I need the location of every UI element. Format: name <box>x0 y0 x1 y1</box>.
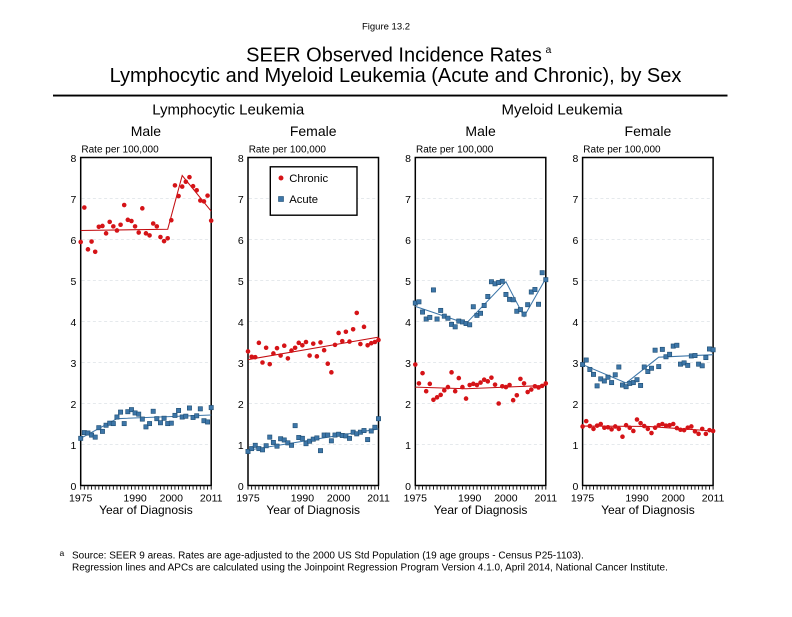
svg-text:Female: Female <box>625 123 672 139</box>
svg-text:1990: 1990 <box>625 493 649 505</box>
svg-text:Rate per 100,000: Rate per 100,000 <box>249 145 327 156</box>
svg-text:1990: 1990 <box>458 493 482 505</box>
svg-text:2: 2 <box>71 399 77 411</box>
svg-text:Year of Diagnosis: Year of Diagnosis <box>434 503 528 517</box>
svg-text:2011: 2011 <box>702 493 725 505</box>
svg-text:4: 4 <box>572 317 578 329</box>
svg-text:2011: 2011 <box>200 493 223 505</box>
svg-text:3: 3 <box>71 358 77 370</box>
svg-text:1975: 1975 <box>69 493 93 505</box>
svg-text:4: 4 <box>405 317 411 329</box>
svg-text:Year of Diagnosis: Year of Diagnosis <box>601 503 695 517</box>
svg-text:Lymphocytic and Myeloid Leukem: Lymphocytic and Myeloid Leukemia (Acute … <box>110 65 682 87</box>
svg-text:Year of Diagnosis: Year of Diagnosis <box>99 503 193 517</box>
svg-text:8: 8 <box>405 153 411 165</box>
svg-text:6: 6 <box>572 235 578 247</box>
svg-text:2000: 2000 <box>327 493 351 505</box>
svg-text:0: 0 <box>572 481 578 493</box>
svg-text:1975: 1975 <box>236 493 260 505</box>
svg-text:6: 6 <box>71 235 77 247</box>
svg-text:Rate per 100,000: Rate per 100,000 <box>81 145 159 156</box>
svg-text:7: 7 <box>572 194 578 206</box>
svg-text:a: a <box>60 548 65 558</box>
svg-text:Rate per 100,000: Rate per 100,000 <box>416 145 494 156</box>
svg-text:a: a <box>546 44 552 56</box>
svg-text:1990: 1990 <box>291 493 315 505</box>
svg-text:4: 4 <box>71 317 77 329</box>
svg-text:2: 2 <box>238 399 244 411</box>
svg-text:1975: 1975 <box>404 493 428 505</box>
svg-text:5: 5 <box>238 276 244 288</box>
svg-text:2: 2 <box>572 399 578 411</box>
svg-text:Lymphocytic Leukemia: Lymphocytic Leukemia <box>152 102 305 119</box>
svg-text:2: 2 <box>405 399 411 411</box>
svg-text:Acute: Acute <box>289 194 318 206</box>
svg-text:5: 5 <box>405 276 411 288</box>
svg-text:6: 6 <box>238 235 244 247</box>
svg-text:Chronic: Chronic <box>289 173 328 185</box>
svg-text:5: 5 <box>572 276 578 288</box>
svg-text:1: 1 <box>238 440 244 452</box>
svg-text:7: 7 <box>71 194 77 206</box>
svg-text:0: 0 <box>238 481 244 493</box>
svg-text:3: 3 <box>405 358 411 370</box>
svg-text:8: 8 <box>572 153 578 165</box>
svg-text:6: 6 <box>405 235 411 247</box>
svg-text:Figure 13.2: Figure 13.2 <box>362 21 410 32</box>
svg-text:2011: 2011 <box>535 493 558 505</box>
svg-text:0: 0 <box>405 481 411 493</box>
svg-text:1: 1 <box>405 440 411 452</box>
svg-text:7: 7 <box>405 194 411 206</box>
svg-text:1990: 1990 <box>123 493 147 505</box>
svg-text:7: 7 <box>238 194 244 206</box>
svg-text:Female: Female <box>290 123 337 139</box>
svg-text:2000: 2000 <box>494 493 518 505</box>
svg-text:1: 1 <box>71 440 77 452</box>
svg-text:3: 3 <box>238 358 244 370</box>
svg-text:8: 8 <box>71 153 77 165</box>
svg-text:1: 1 <box>572 440 578 452</box>
svg-text:8: 8 <box>238 153 244 165</box>
svg-text:3: 3 <box>572 358 578 370</box>
svg-text:Myeloid Leukemia: Myeloid Leukemia <box>502 102 624 119</box>
svg-text:Regression lines and APCs are: Regression lines and APCs are calculated… <box>72 563 668 574</box>
svg-text:0: 0 <box>71 481 77 493</box>
svg-text:SEER Observed Incidence Rates: SEER Observed Incidence Rates <box>246 45 542 67</box>
svg-text:Male: Male <box>465 123 496 139</box>
svg-text:2000: 2000 <box>662 493 686 505</box>
svg-text:Year of Diagnosis: Year of Diagnosis <box>266 503 360 517</box>
svg-text:Male: Male <box>131 123 162 139</box>
svg-text:2011: 2011 <box>367 493 390 505</box>
svg-text:Source: SEER 9 areas. Rates ar: Source: SEER 9 areas. Rates are age-adju… <box>72 550 584 561</box>
svg-text:Rate per 100,000: Rate per 100,000 <box>583 145 661 156</box>
svg-text:5: 5 <box>71 276 77 288</box>
svg-text:1975: 1975 <box>571 493 595 505</box>
svg-text:4: 4 <box>238 317 244 329</box>
svg-text:2000: 2000 <box>160 493 184 505</box>
